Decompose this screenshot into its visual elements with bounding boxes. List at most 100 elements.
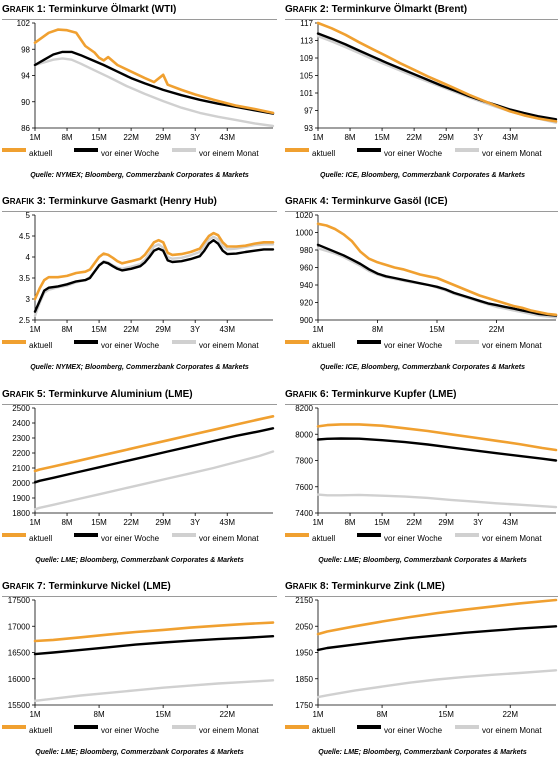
chart-source: Quelle: ICE, Bloomberg, Commerzbank Corp… xyxy=(320,172,525,179)
legend-label-aktuell: aktuell xyxy=(29,534,53,543)
chart-panel-3: Grafik 3: Terminkurve Gasmarkt (Henry Hu… xyxy=(2,195,277,385)
legend-swatch-monat xyxy=(172,533,196,537)
legend-label-woche: vor einer Woche xyxy=(101,534,160,543)
legend-swatch-woche xyxy=(357,533,381,537)
y-tick-label: 105 xyxy=(300,72,314,81)
y-tick-label: 94 xyxy=(21,72,30,81)
y-tick-label: 960 xyxy=(300,264,314,273)
y-tick-label: 117 xyxy=(300,19,313,28)
chart-title-text: 3: Terminkurve Gasmarkt (Henry Hub) xyxy=(34,196,217,207)
chart-panel-2: Grafik 2: Terminkurve Ölmarkt (Brent) 93 9… xyxy=(285,3,558,193)
y-tick-label: 1900 xyxy=(12,494,30,503)
legend-swatch-monat xyxy=(455,533,479,537)
line-chart: 900 920 940 960 980 1000 1020 1M 8M 15M 22M xyxy=(295,211,558,334)
series-line-woche xyxy=(316,32,558,121)
y-tick-label: 17000 xyxy=(8,622,31,631)
legend-label-monat: vor einem Monat xyxy=(199,534,259,543)
series-line-aktuell xyxy=(316,423,558,452)
y-tick-label: 3 xyxy=(26,295,31,304)
x-tick-label: 43M xyxy=(219,518,235,527)
legend-label-monat: vor einem Monat xyxy=(199,149,259,158)
chart-title-initial: G xyxy=(285,196,293,207)
chart-title-smallcaps: rafik xyxy=(292,197,318,206)
chart-title-text: 1: Terminkurve Ölmarkt (WTI) xyxy=(34,4,177,15)
x-tick-label: 1M xyxy=(312,133,323,142)
x-tick-label: 3Y xyxy=(473,133,483,142)
y-tick-label: 1950 xyxy=(295,649,313,658)
y-tick-label: 2200 xyxy=(12,449,30,458)
chart-source: Quelle: ICE, Bloomberg, Commerzbank Corp… xyxy=(320,364,525,371)
series-line-woche xyxy=(33,50,275,115)
y-tick-label: 2100 xyxy=(12,464,30,473)
legend-label-aktuell: aktuell xyxy=(312,726,336,735)
x-tick-label: 43M xyxy=(502,133,518,142)
x-tick-label: 1M xyxy=(29,133,40,142)
series-line-woche xyxy=(33,239,275,313)
line-chart: 7400 7600 7800 8000 8200 1M 8M 15M 22M 29M 3Y 43M xyxy=(295,404,558,527)
x-tick-label: 8M xyxy=(344,133,355,142)
chart-title-initial: G xyxy=(285,581,293,592)
chart-title-text: 5: Terminkurve Aluminium (LME) xyxy=(34,389,193,400)
x-tick-label: 8M xyxy=(94,710,105,719)
x-tick-label: 15M xyxy=(155,710,171,719)
chart-legend: aktuell vor einer Woche vor einem Monat xyxy=(2,148,277,160)
y-tick-label: 16500 xyxy=(8,649,31,658)
y-tick-label: 920 xyxy=(300,299,314,308)
x-tick-label: 15M xyxy=(429,325,445,334)
x-tick-label: 29M xyxy=(438,518,454,527)
x-tick-label: 22M xyxy=(489,325,505,334)
x-tick-label: 15M xyxy=(374,133,390,142)
x-tick-label: 43M xyxy=(219,133,235,142)
legend-label-woche: vor einer Woche xyxy=(384,149,443,158)
legend-swatch-woche xyxy=(74,533,98,537)
legend-label-woche: vor einer Woche xyxy=(101,341,160,350)
chart-title-smallcaps: rafik xyxy=(9,197,35,206)
legend-swatch-aktuell xyxy=(2,340,26,344)
series-line-aktuell xyxy=(33,231,275,301)
x-tick-label: 29M xyxy=(155,518,171,527)
x-tick-label: 8M xyxy=(372,325,383,334)
legend-swatch-woche xyxy=(74,725,98,729)
legend-swatch-aktuell xyxy=(285,725,309,729)
y-tick-label: 7400 xyxy=(295,509,313,518)
series-line-monat xyxy=(33,679,275,702)
series-line-aktuell xyxy=(33,621,275,643)
x-tick-label: 22M xyxy=(123,325,139,334)
legend-swatch-monat xyxy=(172,148,196,152)
x-tick-label: 8M xyxy=(61,133,72,142)
chart-legend: aktuell vor einer Woche vor einem Monat xyxy=(285,148,558,160)
chart-source: Quelle: NYMEX; Bloomberg, Commerzbank Co… xyxy=(30,364,249,371)
y-tick-label: 93 xyxy=(304,124,313,133)
line-chart: 2.5 3 3.5 4 4.5 5 1M 8M 15M 22M 29M 3Y 43M xyxy=(19,211,275,334)
chart-title-text: 2: Terminkurve Ölmarkt (Brent) xyxy=(317,4,468,15)
legend-label-aktuell: aktuell xyxy=(29,341,53,350)
chart-legend: aktuell vor einer Woche vor einem Monat xyxy=(2,725,277,737)
chart-title-text: 6: Terminkurve Kupfer (LME) xyxy=(317,389,457,400)
y-tick-label: 2400 xyxy=(12,419,30,428)
legend-label-monat: vor einem Monat xyxy=(482,149,542,158)
chart-source: Quelle: LME; Bloomberg, Commerzbank Corp… xyxy=(318,557,527,564)
y-tick-label: 101 xyxy=(300,89,314,98)
line-chart: 93 97 101 105 109 113 117 1M 8M 15M 22M 29M 3Y 43M xyxy=(300,19,558,142)
y-tick-label: 2500 xyxy=(12,404,30,413)
chart-title-smallcaps: rafik xyxy=(9,582,35,591)
y-tick-label: 2300 xyxy=(12,434,30,443)
legend-swatch-monat xyxy=(172,340,196,344)
chart-panel-1: Grafik 1: Terminkurve Ölmarkt (WTI) 86 90 9… xyxy=(2,3,277,193)
legend-label-aktuell: aktuell xyxy=(312,149,336,158)
chart-title-initial: G xyxy=(2,4,10,15)
x-tick-label: 43M xyxy=(502,518,518,527)
legend-label-aktuell: aktuell xyxy=(312,534,336,543)
chart-source: Quelle: NYMEX; Bloomberg, Commerzbank Co… xyxy=(30,172,249,179)
x-tick-label: 43M xyxy=(219,325,235,334)
y-tick-label: 3.5 xyxy=(19,274,31,283)
chart-title-smallcaps: rafik xyxy=(9,5,35,14)
series-line-aktuell xyxy=(316,222,558,317)
x-tick-label: 3Y xyxy=(190,325,200,334)
chart-title-initial: G xyxy=(285,389,293,400)
chart-title-text: 4: Terminkurve Gasöl (ICE) xyxy=(317,196,448,207)
y-tick-label: 1020 xyxy=(295,211,313,220)
chart-panel-5: Grafik 5: Terminkurve Aluminium (LME) 180… xyxy=(2,388,277,578)
y-tick-label: 980 xyxy=(300,246,314,255)
chart-title-smallcaps: rafik xyxy=(9,390,35,399)
